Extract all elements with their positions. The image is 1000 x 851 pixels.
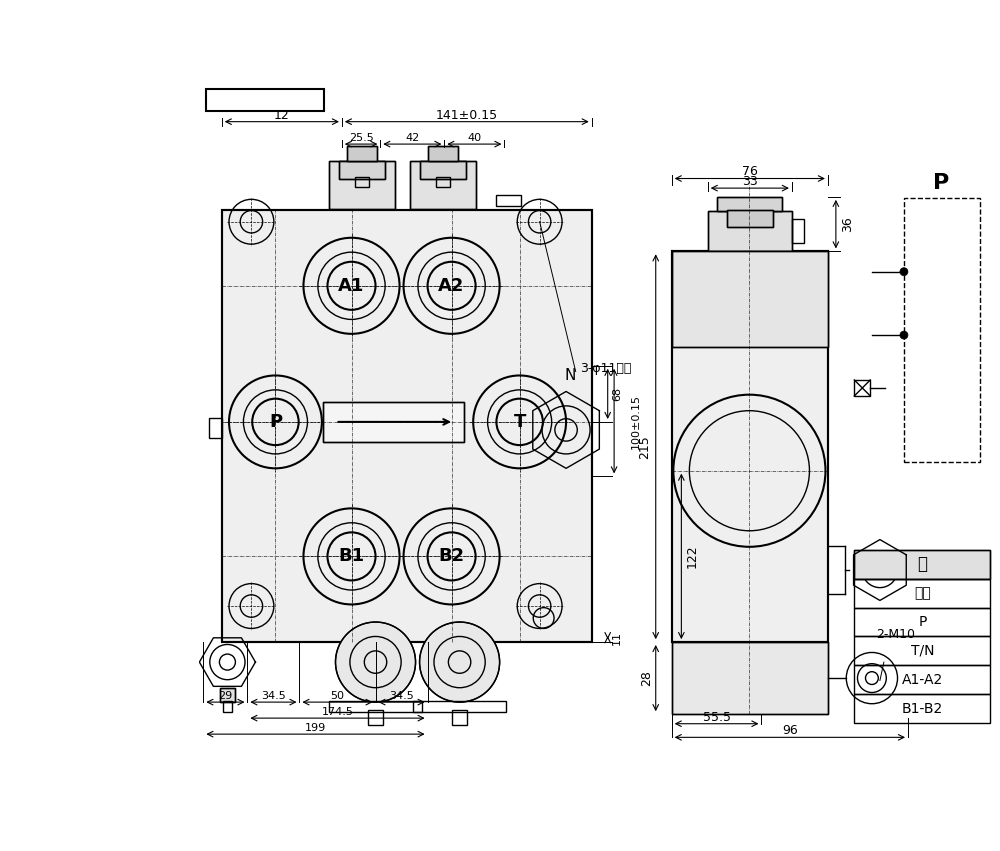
- Text: A1-A2: A1-A2: [902, 672, 943, 687]
- Bar: [323, 402, 464, 442]
- Text: 阀: 阀: [917, 556, 927, 574]
- Text: P: P: [269, 413, 282, 431]
- Text: 接口: 接口: [914, 586, 931, 600]
- Bar: [222, 209, 592, 642]
- Bar: [854, 694, 990, 723]
- Text: 174.5: 174.5: [322, 706, 353, 717]
- Bar: [329, 161, 395, 209]
- Text: A2: A2: [438, 277, 465, 294]
- Bar: [323, 402, 464, 442]
- Text: P: P: [933, 174, 950, 193]
- Text: 215: 215: [638, 435, 651, 459]
- Bar: [672, 642, 828, 714]
- Bar: [222, 209, 592, 642]
- Text: 34.5: 34.5: [389, 691, 414, 700]
- Text: P: P: [918, 615, 927, 629]
- Circle shape: [900, 331, 908, 339]
- Bar: [672, 251, 828, 642]
- Bar: [672, 642, 828, 714]
- Text: 40: 40: [467, 133, 481, 143]
- Text: 2-M10: 2-M10: [876, 627, 915, 641]
- Bar: [452, 710, 467, 724]
- Bar: [339, 161, 385, 179]
- Text: 25.5: 25.5: [349, 133, 373, 143]
- Bar: [717, 197, 782, 211]
- Bar: [854, 380, 870, 396]
- Bar: [854, 579, 990, 608]
- Text: 68: 68: [612, 387, 622, 401]
- Bar: [792, 220, 804, 243]
- Text: T/N: T/N: [911, 644, 934, 658]
- Bar: [708, 211, 792, 251]
- Text: 76: 76: [742, 165, 758, 178]
- Bar: [206, 89, 324, 111]
- Text: 12: 12: [274, 109, 290, 122]
- Bar: [708, 211, 792, 251]
- Bar: [428, 146, 458, 161]
- Bar: [854, 637, 990, 665]
- Bar: [220, 688, 235, 702]
- Bar: [339, 161, 385, 179]
- Bar: [672, 251, 828, 347]
- Text: B1-B2: B1-B2: [902, 701, 943, 716]
- Text: 36: 36: [841, 216, 854, 232]
- Text: N: N: [564, 368, 576, 383]
- Bar: [854, 550, 990, 579]
- Bar: [428, 146, 458, 161]
- Bar: [420, 161, 466, 179]
- Bar: [420, 161, 466, 179]
- Text: 3-φ11通孔: 3-φ11通孔: [580, 362, 631, 374]
- Text: 33: 33: [742, 175, 758, 188]
- Text: 199: 199: [305, 722, 326, 733]
- Bar: [368, 710, 383, 724]
- Bar: [355, 177, 369, 186]
- Bar: [496, 195, 521, 206]
- Text: B1: B1: [338, 547, 365, 565]
- Bar: [717, 197, 782, 211]
- Circle shape: [900, 268, 908, 276]
- Bar: [410, 161, 476, 209]
- Text: 50: 50: [330, 691, 344, 700]
- Text: 96: 96: [782, 724, 798, 738]
- Text: 42: 42: [405, 133, 419, 143]
- Bar: [223, 700, 232, 711]
- Bar: [329, 161, 395, 209]
- Text: B2: B2: [439, 547, 465, 565]
- Text: 141±0.15: 141±0.15: [436, 109, 498, 122]
- Text: 28: 28: [640, 670, 653, 686]
- Text: 55.5: 55.5: [703, 711, 731, 724]
- Text: A1: A1: [338, 277, 365, 294]
- Bar: [672, 251, 828, 347]
- Circle shape: [335, 622, 416, 702]
- Bar: [854, 608, 990, 637]
- Bar: [727, 209, 773, 227]
- Text: T: T: [513, 413, 526, 431]
- Text: 29: 29: [218, 691, 233, 700]
- Bar: [727, 209, 773, 227]
- Bar: [854, 665, 990, 694]
- Bar: [347, 146, 377, 161]
- Text: 11: 11: [612, 631, 622, 645]
- Bar: [672, 251, 828, 642]
- Bar: [854, 550, 990, 579]
- Bar: [209, 418, 222, 438]
- Bar: [904, 197, 980, 462]
- Circle shape: [420, 622, 500, 702]
- Bar: [347, 146, 377, 161]
- Bar: [413, 700, 506, 711]
- Bar: [410, 161, 476, 209]
- Text: 34.5: 34.5: [261, 691, 286, 700]
- Text: 122: 122: [685, 545, 698, 568]
- Bar: [436, 177, 450, 186]
- Bar: [329, 700, 422, 711]
- Bar: [220, 688, 235, 702]
- Text: 100±0.15: 100±0.15: [631, 394, 641, 448]
